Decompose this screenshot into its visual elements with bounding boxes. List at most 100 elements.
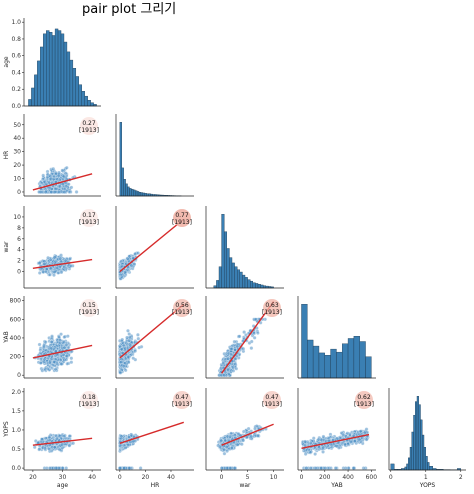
scatter-point (62, 190, 67, 194)
scatter-point (58, 256, 62, 261)
scatter-point (48, 272, 52, 277)
histogram-bar (57, 30, 62, 107)
correlation-value: 0.63 (265, 302, 279, 309)
histogram-bar (63, 41, 68, 107)
scatter-point (123, 346, 127, 351)
scatter-point (59, 362, 64, 366)
histogram-bar (123, 179, 126, 197)
scatter-point (47, 447, 52, 451)
scatter-point (38, 190, 43, 194)
scatter-point (47, 185, 52, 190)
scatter-point (55, 361, 59, 366)
scatter-point (53, 367, 58, 372)
scatter-point (249, 346, 254, 350)
histogram-bar (134, 190, 138, 197)
correlation-value: 0.15 (82, 302, 96, 309)
scatter-point (226, 367, 230, 372)
scatter-point (222, 373, 226, 378)
histogram-bar (260, 284, 264, 289)
scatter-point (58, 184, 62, 189)
scatter-point (37, 271, 42, 275)
histogram-bar (28, 99, 32, 107)
histogram-bar (127, 186, 130, 197)
histogram-bar (54, 28, 59, 107)
scatter-point (127, 338, 131, 343)
scatter-point (60, 168, 65, 173)
regression-line (119, 421, 184, 444)
scatter-point (40, 181, 44, 186)
scatter-point (62, 335, 67, 339)
scatter-point (136, 336, 141, 341)
scatter-point (136, 251, 140, 255)
axes-spines (115, 114, 194, 197)
histogram-bar (51, 35, 56, 107)
correlation-value: 0.56 (175, 302, 189, 309)
scatter-war-YOPS: 0.47[1913] (216, 391, 282, 470)
histogram-bar (31, 87, 35, 107)
scatter-point (237, 334, 242, 339)
scatter-point (49, 266, 53, 271)
scatter-point (61, 174, 66, 179)
scatter-war-YAB: 0.63[1913] (217, 299, 282, 378)
histogram-YOPS (390, 396, 461, 471)
scatter-point (52, 190, 57, 194)
histogram-bar (221, 214, 225, 289)
histogram-bar (218, 266, 222, 289)
scatter-point (119, 347, 124, 352)
scatter-point (50, 334, 54, 339)
histogram-HR (119, 122, 182, 197)
histogram-bar (342, 343, 349, 379)
scatter-point (231, 365, 235, 370)
scatter-point (133, 349, 137, 353)
scatter-point (62, 340, 66, 344)
histogram-bar (409, 447, 412, 471)
scatter-HR-YAB: 0.56[1913] (118, 299, 192, 375)
histogram-bar (252, 282, 256, 289)
scatter-point (133, 252, 137, 256)
scatter-point (253, 426, 257, 431)
histogram-bar (429, 466, 433, 471)
correlation-value: 0.27 (82, 120, 96, 127)
scatter-point (57, 190, 61, 194)
histogram-bar (406, 463, 409, 471)
scatter-point (57, 466, 61, 470)
scatter-point (235, 442, 240, 447)
scatter-point (41, 173, 46, 178)
scatter-age-war: 0.17[1913] (32, 209, 99, 277)
scatter-point (53, 259, 58, 264)
scatter-point (241, 346, 246, 351)
scatter-age-YOPS: 0.18[1913] (32, 391, 99, 470)
histogram-bar (46, 30, 50, 107)
histogram-bar (359, 341, 366, 379)
scatter-point (69, 356, 74, 361)
scatter-point (52, 273, 56, 277)
scatter-point (253, 317, 258, 322)
scatter-point (51, 177, 56, 181)
axes-spines (23, 114, 101, 197)
correlation-badge (80, 117, 98, 135)
scatter-point (60, 466, 65, 470)
scatter-point (40, 368, 45, 373)
scatter-point (228, 466, 233, 470)
scatter-point (62, 345, 67, 350)
histogram-bar (425, 456, 428, 471)
correlation-value: 0.18 (82, 394, 96, 401)
scatter-point (122, 466, 127, 470)
sample-count: [1913] (79, 401, 99, 408)
scatter-point (45, 366, 50, 371)
sample-count: [1913] (262, 309, 282, 316)
correlation-value: 0.47 (175, 394, 189, 401)
scatter-point (47, 438, 52, 442)
scatter-point (256, 434, 260, 438)
scatter-point (50, 366, 54, 370)
histogram-bar (301, 304, 308, 379)
axes-spines (388, 388, 466, 471)
histogram-bar (408, 457, 411, 471)
scatter-point (40, 437, 44, 442)
sample-count: [1913] (79, 127, 99, 134)
scatter-point (119, 259, 123, 264)
histogram-bar (234, 266, 238, 289)
histogram-bar (34, 74, 38, 107)
histogram-bar (249, 280, 253, 289)
